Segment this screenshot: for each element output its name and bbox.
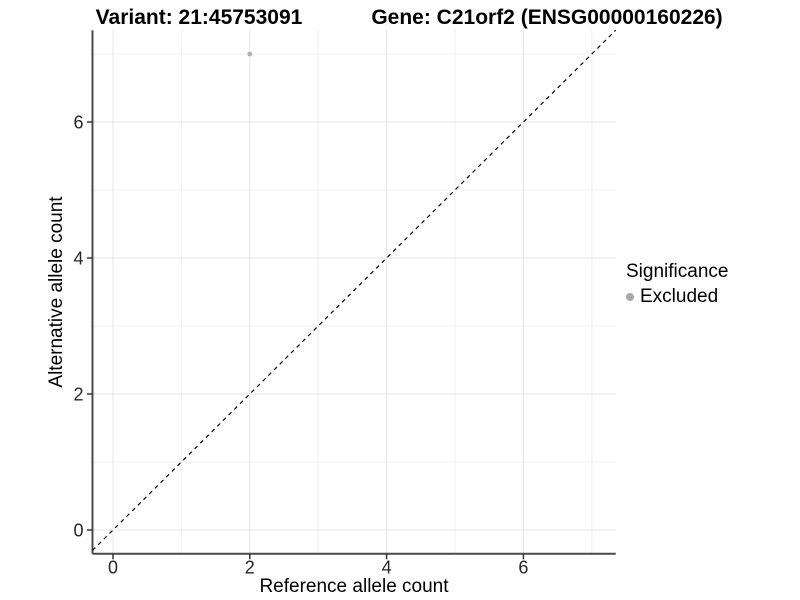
legend-point-icon [626, 293, 634, 301]
legend-item: Excluded [626, 286, 728, 308]
x-tick-label: 0 [108, 557, 118, 577]
data-point [247, 51, 253, 57]
y-tick-label: 6 [73, 113, 83, 133]
legend-items: Excluded [626, 286, 728, 308]
identity-line [92, 29, 617, 551]
gene-title: Gene: C21orf2 (ENSG00000160226) [371, 6, 723, 29]
legend-title: Significance [626, 261, 729, 282]
x-tick-label: 6 [518, 557, 528, 577]
variant-title: Variant: 21:45753091 [95, 6, 303, 29]
x-axis-title: Reference allele count [259, 576, 449, 597]
legend-item-label: Excluded [640, 286, 719, 307]
y-tick-label: 0 [73, 521, 83, 541]
x-tick-label: 2 [245, 557, 255, 577]
y-tick-label: 2 [73, 385, 83, 405]
y-axis-title: Alternative allele count [46, 196, 67, 388]
legend: Significance Excluded [626, 261, 728, 308]
y-tick-label: 4 [73, 249, 83, 269]
x-tick-label: 4 [382, 557, 392, 577]
